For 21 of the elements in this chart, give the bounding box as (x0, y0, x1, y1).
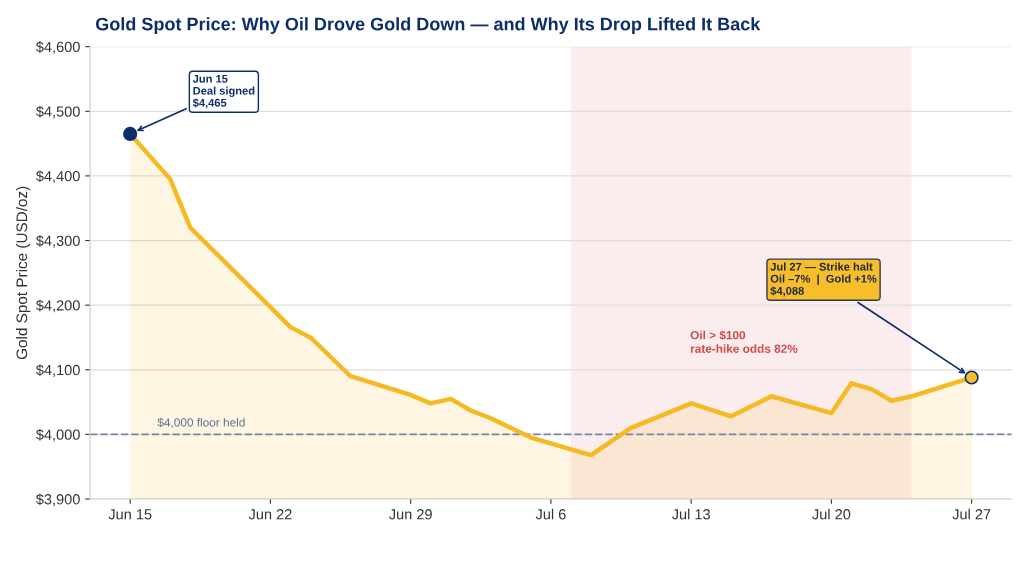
ref-line-label: $4,000 floor held (157, 417, 245, 429)
x-tick-label: Jun 29 (389, 509, 432, 520)
x-tick-label: Jul 27 (952, 508, 991, 520)
y-tick-label: $4,000 (35, 428, 80, 442)
band-label: Oil > $100 rate-hike odds 82% (690, 330, 798, 353)
x-tick-label: Jul 13 (671, 508, 710, 520)
x-tick-label: Jun 22 (248, 509, 292, 520)
y-tick-label: $4,300 (35, 235, 80, 248)
x-tick-label: Jul 6 (535, 508, 566, 520)
x-tick-label: Jul 20 (812, 508, 851, 520)
y-tick-label: $3,900 (35, 493, 80, 507)
y-tick-label: $4,600 (35, 41, 80, 54)
y-axis-title: Gold Spot Price (USD/oz) (15, 186, 31, 360)
annotation: Jun 15 Deal signed $4,465 (192, 74, 255, 109)
y-tick-label: $4,100 (35, 364, 80, 377)
y-tick-label: $4,500 (35, 105, 80, 119)
annotation: Jul 27 — Strike halt Oil –7% | Gold +1% $4,088 (770, 262, 877, 297)
y-tick-label: $4,200 (35, 299, 80, 313)
x-tick-label: Jun 15 (108, 509, 152, 520)
chart-title: Gold Spot Price: Why Oil Drove Gold Down — and Why Its Drop Lifted It Back (95, 17, 761, 35)
y-tick-label: $4,400 (35, 170, 80, 184)
